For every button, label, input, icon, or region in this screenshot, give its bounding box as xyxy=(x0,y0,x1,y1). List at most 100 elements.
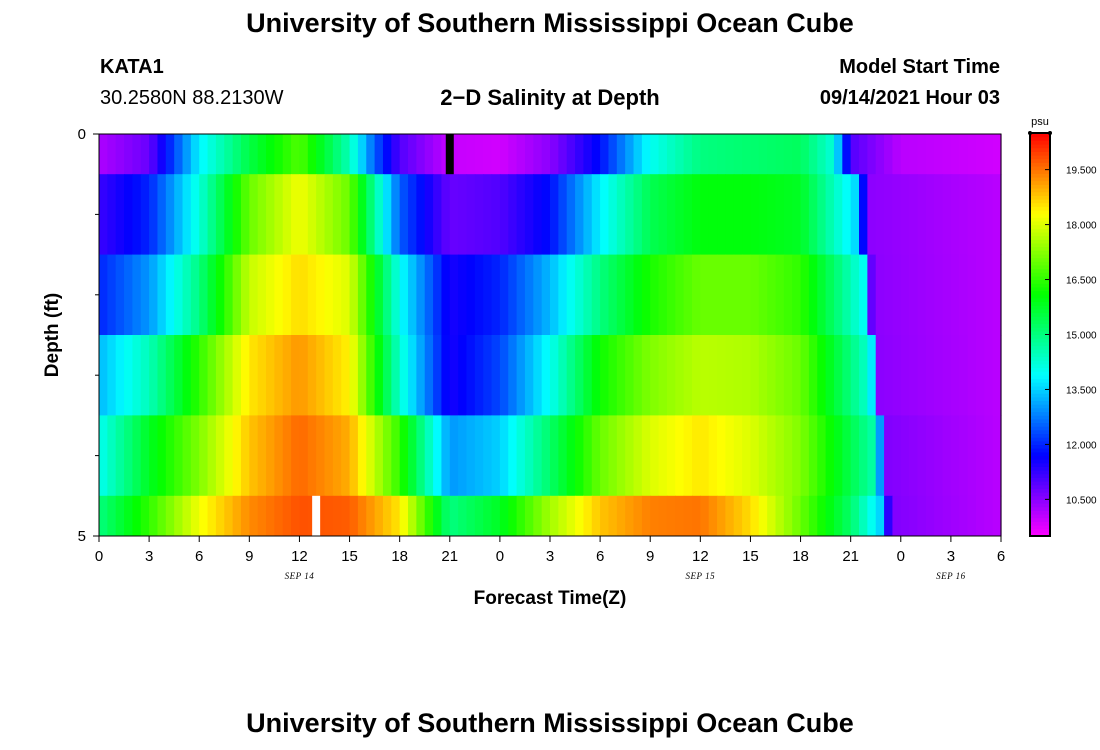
heatmap-cell xyxy=(140,335,150,416)
heatmap-cell xyxy=(884,134,894,175)
colorbar-segment xyxy=(1030,158,1050,163)
colorbar-segment xyxy=(1030,389,1050,394)
heatmap-cell xyxy=(658,495,668,537)
heatmap-cell xyxy=(257,495,267,537)
heatmap-cell xyxy=(332,415,342,497)
heatmap-cell xyxy=(433,335,443,416)
heatmap-cell xyxy=(524,134,534,175)
heatmap-cell xyxy=(658,134,668,175)
heatmap-cell xyxy=(575,254,585,336)
heatmap-cell xyxy=(424,415,434,497)
heatmap-cell xyxy=(316,254,326,336)
colorbar-segment xyxy=(1030,308,1050,314)
heatmap-cell xyxy=(633,174,643,256)
colorbar-segment xyxy=(1030,437,1050,442)
colorbar-segment xyxy=(1030,473,1050,478)
heatmap-cell xyxy=(608,495,618,537)
colorbar: psu 19.500 18.000 16.500 15.000 13.500 12.000 1… xyxy=(1028,116,1097,537)
heatmap-cell xyxy=(165,415,175,497)
heatmap-cell xyxy=(282,174,292,256)
heatmap-cell xyxy=(792,415,802,497)
heatmap-cell xyxy=(608,254,618,336)
heatmap-cell xyxy=(332,254,342,336)
colorbar-segment xyxy=(1030,429,1050,435)
heatmap-cell xyxy=(499,335,509,416)
heatmap-cell xyxy=(641,415,651,497)
model-start-value: 09/14/2021 Hour 03 xyxy=(819,87,1000,109)
heatmap-cell xyxy=(324,174,334,256)
heatmap-cell xyxy=(608,415,618,497)
heatmap-cell xyxy=(399,415,409,497)
heatmap-cell xyxy=(967,335,977,416)
heatmap-cell xyxy=(499,174,509,256)
heatmap-cell xyxy=(224,495,234,537)
heatmap-cell xyxy=(859,415,868,497)
heatmap-cell xyxy=(575,495,585,537)
heatmap-cell xyxy=(775,415,785,497)
heatmap-cell xyxy=(115,134,125,175)
colorbar-segment xyxy=(1030,525,1050,530)
heatmap-cell xyxy=(625,254,635,336)
heatmap-cell xyxy=(934,174,944,256)
heatmap-cell xyxy=(466,254,476,336)
heatmap-cell xyxy=(391,254,401,336)
heatmap-cell xyxy=(884,174,894,256)
heatmap-cell xyxy=(282,415,292,497)
heatmap-cell xyxy=(291,495,301,537)
heatmap-cell xyxy=(942,134,952,175)
heatmap-cell xyxy=(867,134,877,175)
heatmap-cell xyxy=(850,134,860,175)
heatmap-cell xyxy=(708,134,718,175)
heatmap-cell xyxy=(499,134,509,175)
heatmap-cell xyxy=(99,134,108,175)
heatmap-cell xyxy=(641,134,651,175)
x-tick-label: 15 xyxy=(742,548,759,565)
colorbar-segment xyxy=(1030,220,1050,226)
heatmap-cell xyxy=(524,174,534,256)
heatmap-cell xyxy=(257,415,267,497)
heatmap-cell xyxy=(959,174,969,256)
heatmap-cell xyxy=(742,415,752,497)
heatmap-cell xyxy=(550,174,559,256)
heatmap-cell xyxy=(650,495,660,537)
heatmap-cell xyxy=(366,335,376,416)
heatmap-cell xyxy=(875,415,885,497)
heatmap-cell xyxy=(808,134,818,175)
heatmap-cell xyxy=(842,134,852,175)
heatmap-cell xyxy=(683,174,693,256)
heatmap-cell xyxy=(583,495,593,537)
heatmap-cell xyxy=(875,254,885,336)
heatmap-cell xyxy=(900,495,910,537)
heatmap-cell xyxy=(99,174,108,256)
heatmap-cell xyxy=(708,254,718,336)
heatmap-cell xyxy=(366,174,376,256)
heatmap-cell xyxy=(842,174,852,256)
heatmap-cell xyxy=(700,495,710,537)
heatmap-cell xyxy=(416,495,426,537)
colorbar-segment xyxy=(1030,184,1050,189)
heatmap-cell xyxy=(266,495,275,537)
heatmap-cell xyxy=(366,134,376,175)
heatmap-cell xyxy=(792,335,802,416)
heatmap-cell xyxy=(508,254,518,336)
heatmap-cell xyxy=(833,254,843,336)
heatmap-cell xyxy=(382,254,392,336)
heatmap-cell xyxy=(232,415,242,497)
heatmap-cell xyxy=(608,134,618,175)
heatmap-cell xyxy=(808,495,818,537)
heatmap-cell xyxy=(174,254,184,336)
heatmap-cell xyxy=(850,174,860,256)
heatmap-cell xyxy=(491,335,501,416)
heatmap-cell xyxy=(683,254,693,336)
heatmap-cell xyxy=(975,134,985,175)
heatmap-cell xyxy=(266,134,275,175)
heatmap-cell xyxy=(458,134,468,175)
heatmap-cell xyxy=(533,415,543,497)
heatmap-cell xyxy=(666,254,676,336)
heatmap-cell xyxy=(341,174,351,256)
heatmap-cell xyxy=(140,134,150,175)
heatmap-cell xyxy=(508,134,518,175)
heatmap-cell xyxy=(282,335,292,416)
heatmap-cell xyxy=(441,254,451,336)
heatmap-cell xyxy=(165,254,175,336)
